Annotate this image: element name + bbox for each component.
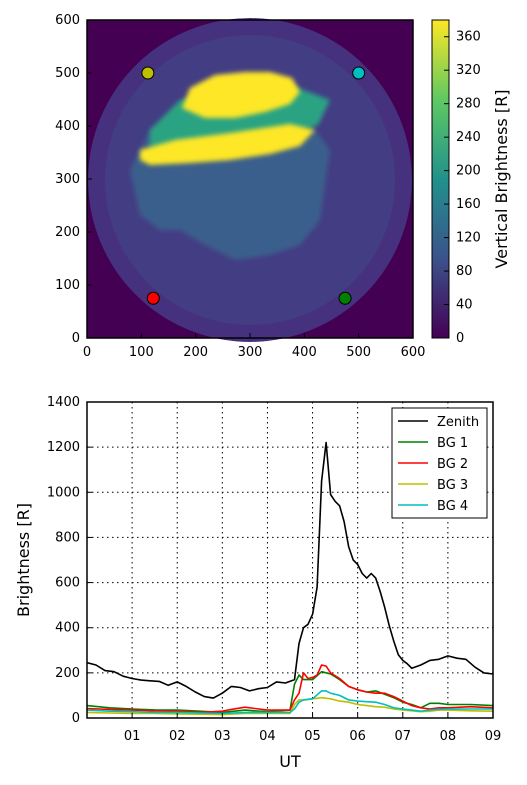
colorbar-tick-label: 80 — [456, 264, 473, 279]
colorbar-label: Vertical Brightness [R] — [492, 90, 511, 269]
x-tick-label: 06 — [349, 729, 366, 744]
legend-label: BG 3 — [437, 478, 468, 493]
sky-dome — [88, 18, 412, 342]
x-tick-label: 400 — [292, 345, 317, 360]
colorbar-tick-label: 320 — [456, 63, 481, 78]
x-tick-label: 200 — [183, 345, 208, 360]
legend-label: BG 1 — [437, 436, 468, 451]
x-tick-label: 02 — [169, 729, 186, 744]
x-tick-label: 300 — [238, 345, 263, 360]
y-tick-label: 200 — [55, 225, 80, 240]
x-tick-label: 0 — [83, 345, 91, 360]
x-tick-label: 05 — [304, 729, 321, 744]
y-tick-label: 400 — [55, 621, 80, 636]
colorbar: 0 40 80 120 160 200 240 280 320 360 Vertical Brig… — [431, 19, 511, 346]
colorbar-tick-label: 120 — [456, 231, 481, 246]
marker-bg-1 — [338, 291, 352, 305]
colorbar-ticks: 0 40 80 120 160 200 240 280 320 360 — [444, 30, 481, 346]
y-tick-label: 600 — [55, 13, 80, 28]
y-tick-label: 0 — [72, 711, 80, 726]
aurora-lower-band — [140, 124, 315, 165]
legend: Zenith BG 1 BG 2 BG 3 BG 4 — [391, 407, 488, 519]
marker-bg-4 — [352, 66, 366, 80]
legend-label: Zenith — [437, 415, 479, 430]
series-lines — [87, 441, 493, 716]
series-line-zenith — [87, 441, 493, 699]
legend-label: BG 2 — [437, 457, 468, 472]
colorbar-tick-label: 360 — [456, 30, 481, 45]
colorbar-tick-label: 240 — [456, 130, 481, 145]
x-tick-label: 100 — [129, 345, 154, 360]
legend-label: BG 4 — [437, 499, 468, 514]
y-tick-label: 800 — [55, 530, 80, 545]
y-tick-label: 1000 — [47, 485, 80, 500]
x-tick-label: 09 — [485, 729, 502, 744]
colorbar-gradient — [431, 19, 450, 339]
x-tick-label: 600 — [401, 345, 426, 360]
x-tick-label: 500 — [346, 345, 371, 360]
allsky-image: 0 100 200 300 400 500 600 0 100 200 300 400 500 600 — [55, 13, 425, 360]
y-tick-label: 400 — [55, 119, 80, 134]
series-line-bg-2 — [87, 664, 493, 714]
y-tick-label: 500 — [55, 66, 80, 81]
plot-frame — [86, 401, 494, 719]
x-tick-label: 04 — [259, 729, 276, 744]
colorbar-tick-label: 200 — [456, 164, 481, 179]
y-tick-label: 0 — [72, 331, 80, 346]
aurora-upper-arc — [182, 72, 300, 118]
x-tick-label: 07 — [395, 729, 412, 744]
line-chart: 01 02 03 04 05 06 07 08 09 0 200 400 600 800 1000 1200 1… — [14, 395, 501, 771]
colorbar-tick-label: 280 — [456, 97, 481, 112]
y-tick-label: 1400 — [47, 395, 80, 410]
y-tick-label: 300 — [55, 172, 80, 187]
background-markers — [141, 66, 366, 305]
x-tick-label: 01 — [124, 729, 141, 744]
colorbar-tick-label: 0 — [456, 331, 464, 346]
y-tick-label: 100 — [55, 278, 80, 293]
colorbar-tick-label: 160 — [456, 197, 481, 212]
x-tick-label: 03 — [214, 729, 231, 744]
y-tick-label: 600 — [55, 576, 80, 591]
marker-bg-3 — [141, 66, 155, 80]
y-tick-label: 1200 — [47, 440, 80, 455]
image-axes-ticks: 0 100 200 300 400 500 600 0 100 200 300 400 500 600 — [55, 13, 425, 360]
x-tick-label: 08 — [440, 729, 457, 744]
x-axis-label: UT — [279, 752, 301, 771]
y-tick-label: 200 — [55, 666, 80, 681]
colorbar-tick-label: 40 — [456, 298, 473, 313]
series-line-bg-4 — [87, 690, 493, 715]
line-axes-ticks: 01 02 03 04 05 06 07 08 09 0 200 400 600 800 1000 1200 1… — [47, 395, 501, 744]
y-axis-label: Brightness [R] — [14, 503, 33, 617]
marker-bg-2 — [146, 291, 160, 305]
